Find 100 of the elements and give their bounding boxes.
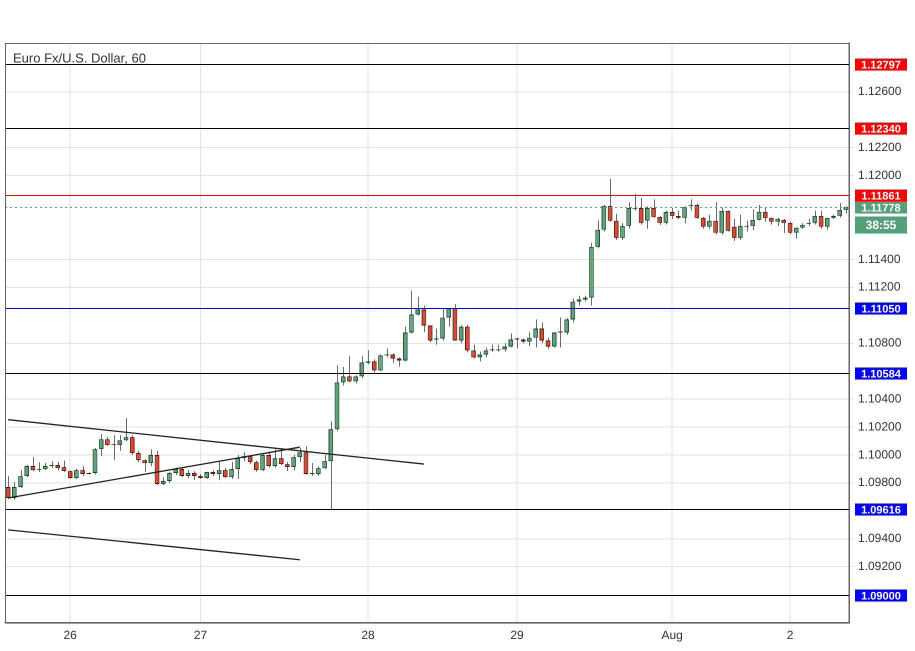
candlestick [794, 226, 799, 240]
candlestick [614, 213, 619, 240]
candlestick [564, 318, 569, 336]
candlestick [142, 458, 147, 473]
ref-line-label: 1.11861 [861, 190, 901, 203]
candlestick [465, 324, 470, 353]
candlestick [670, 207, 674, 220]
candlestick [446, 308, 452, 328]
ref-line-label: 1.09000 [861, 590, 901, 603]
y-tick-label: 1.12600 [858, 84, 902, 98]
candlestick [74, 468, 79, 480]
candlestick [92, 448, 98, 476]
candlestick [458, 324, 464, 344]
candlestick [229, 461, 234, 480]
candlestick [508, 333, 514, 348]
candlestick [812, 210, 818, 226]
candlestick [278, 448, 284, 466]
candlestick [552, 332, 557, 348]
candlestick [322, 454, 327, 470]
candlestick [471, 344, 476, 360]
y-tick-label: 1.11400 [858, 252, 901, 266]
candlestick [340, 366, 346, 386]
candlestick [272, 448, 278, 468]
candlestick [620, 222, 625, 240]
candlestick [608, 178, 612, 222]
ref-line-label: 1.10584 [861, 368, 902, 381]
candlestick [266, 452, 272, 468]
candlestick [546, 337, 550, 349]
candlestick [409, 290, 414, 334]
candlestick [378, 354, 383, 372]
x-tick-label: Aug [661, 628, 683, 642]
y-tick-label: 1.11200 [858, 280, 901, 294]
candlestick [24, 464, 30, 478]
candlestick [222, 468, 228, 479]
x-tick-label: 27 [194, 628, 208, 642]
x-tick-label: 2 [786, 628, 794, 642]
ref-line-label: 1.12340 [861, 124, 901, 136]
candlestick [788, 221, 792, 235]
ref-line-label: 1.12797 [861, 60, 901, 72]
candlestick [818, 210, 824, 230]
y-tick-label: 1.09200 [858, 559, 902, 574]
candlestick [719, 207, 724, 235]
candlestick [304, 446, 308, 476]
candlestick [347, 356, 352, 383]
candlestick [700, 216, 706, 230]
candlestick [18, 470, 23, 488]
ref-line-label: 1.11778 [861, 202, 901, 215]
candlestick [390, 352, 396, 364]
x-tick-label: 26 [63, 628, 78, 642]
y-tick-label: 1.10000 [858, 447, 902, 462]
candlestick [124, 418, 128, 442]
y-tick-label: 1.10400 [858, 391, 902, 406]
candlestick [291, 454, 296, 471]
candlestick [235, 454, 240, 480]
candlestick [254, 460, 259, 472]
candlestick [434, 328, 439, 346]
candlestick [428, 324, 432, 343]
y-tick-label: 1.12200 [858, 140, 902, 154]
candlestick [297, 448, 302, 462]
text: 38:55 [866, 218, 897, 232]
text: Euro Fx/U.S. Dollar, 60 [13, 50, 146, 66]
x-tick-label: 28 [361, 628, 376, 642]
candlestick [62, 460, 66, 472]
candlestick [372, 358, 377, 374]
candlestick [762, 207, 768, 222]
candlestick [415, 296, 420, 316]
y-tick-label: 1.10800 [858, 336, 902, 350]
candlestick [80, 466, 85, 476]
candlestick [98, 434, 104, 457]
candlestick [105, 436, 110, 446]
candlestick [651, 198, 656, 218]
y-tick-label: 1.12000 [858, 168, 902, 182]
candlestick [782, 218, 786, 234]
y-tick-label: 1.09400 [858, 531, 902, 546]
candlestick [310, 462, 315, 476]
ref-line-label: 1.11050 [861, 304, 901, 316]
candlestick [732, 218, 737, 242]
candlestick [285, 461, 290, 472]
candlestick [260, 454, 265, 472]
y-tick-label: 1.09800 [858, 475, 902, 490]
candlestick [316, 466, 321, 476]
candlestick [539, 322, 544, 344]
candlestick [595, 220, 600, 249]
candlestick [477, 351, 482, 362]
x-tick-label: 29 [510, 628, 524, 642]
candlestick [216, 460, 222, 481]
candlestick [750, 208, 756, 231]
candlestick [484, 346, 488, 358]
candlestick [664, 210, 668, 226]
candlestick [167, 471, 172, 484]
candlestick [527, 332, 532, 347]
ref-line-label: 1.09616 [861, 504, 901, 517]
candlestick [148, 448, 154, 467]
candlestick [117, 434, 122, 452]
candlestick [694, 203, 700, 220]
candlestick [713, 202, 718, 235]
candlestick [130, 434, 135, 456]
candlestick [726, 210, 730, 232]
candlestick [738, 214, 743, 240]
y-tick-label: 1.10200 [858, 419, 902, 434]
